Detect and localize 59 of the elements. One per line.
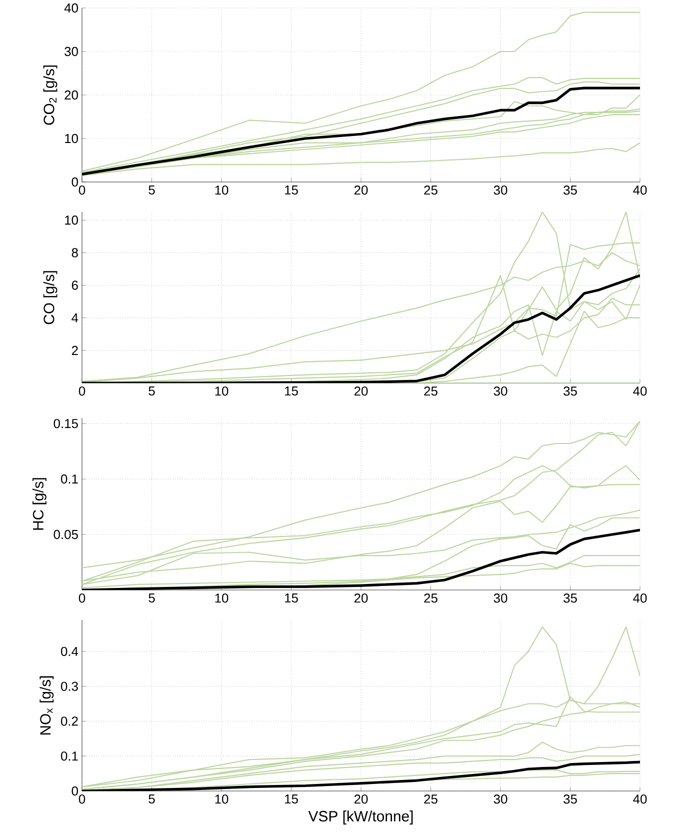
x-tick-label: 35 — [564, 594, 577, 603]
x-tick-label: 40 — [633, 594, 647, 603]
x-tick-label: 35 — [564, 386, 577, 396]
y-tick-label: 0.4 — [60, 646, 78, 656]
y-tick-label: 10 — [65, 134, 78, 144]
x-tick-label: 20 — [354, 594, 368, 603]
x-axis-title: VSP [kW/tonne] — [308, 810, 413, 824]
y-tick-label: 10 — [65, 216, 78, 225]
x-tick-label: 20 — [354, 794, 368, 804]
y-tick-label: 0.3 — [60, 682, 78, 691]
y-tick-label: 40 — [64, 3, 78, 13]
x-tick-label: 5 — [148, 794, 155, 804]
y-tick-label: 0.1 — [60, 474, 78, 484]
x-tick-label: 40 — [633, 186, 647, 195]
x-tick-label: 20 — [354, 186, 368, 195]
x-tick-label: 10 — [215, 794, 228, 804]
x-tick-label: 15 — [285, 186, 298, 195]
x-tick-label: 25 — [424, 386, 438, 396]
y-tick-label: 0.15 — [54, 418, 78, 428]
x-tick-label: 30 — [494, 386, 508, 396]
x-tick-label: 10 — [215, 186, 228, 195]
y-tick-label: 2 — [72, 346, 78, 355]
x-tick-label: 0 — [78, 794, 86, 804]
x-tick-label: 15 — [285, 594, 298, 603]
y-axis-title: CO$_{2}$ [g/s] — [43, 66, 58, 125]
x-tick-label: 35 — [564, 794, 577, 804]
x-tick-label: 40 — [633, 386, 647, 396]
y-tick-label: 6 — [72, 280, 78, 290]
y-tick-label: 0.05 — [54, 530, 78, 540]
x-tick-label: 0 — [78, 386, 86, 396]
y-axis-title: NO$_{x}$ [g/s] — [40, 676, 54, 735]
x-tick-label: 5 — [148, 186, 155, 195]
x-tick-label: 40 — [633, 794, 647, 804]
y-tick-label: 0 — [72, 177, 78, 187]
y-axis-title: HC [g/s] — [32, 478, 46, 530]
x-tick-label: 25 — [424, 594, 438, 603]
y-tick-label: 20 — [64, 90, 78, 100]
x-tick-label: 10 — [215, 386, 228, 396]
y-tick-label: 8 — [72, 248, 78, 258]
x-tick-label: 5 — [148, 386, 155, 396]
x-tick-label: 30 — [494, 794, 508, 804]
y-tick-label: 30 — [64, 46, 78, 56]
y-tick-label: 0.1 — [60, 752, 78, 761]
x-tick-label: 15 — [285, 386, 298, 396]
x-tick-label: 25 — [424, 794, 438, 804]
x-tick-label: 25 — [424, 186, 438, 195]
x-tick-label: 0 — [78, 594, 86, 603]
y-axis-title: CO [g/s] — [43, 271, 58, 324]
x-tick-label: 30 — [494, 594, 508, 603]
x-tick-label: 15 — [285, 794, 298, 804]
y-tick-label: 0 — [72, 786, 78, 796]
y-tick-label: 4 — [72, 313, 78, 322]
x-tick-label: 5 — [148, 594, 155, 603]
x-tick-label: 0 — [78, 186, 86, 195]
x-tick-label: 10 — [215, 594, 228, 603]
x-tick-label: 30 — [494, 186, 508, 195]
x-tick-label: 20 — [354, 386, 368, 396]
y-tick-label: 0.2 — [60, 716, 78, 726]
x-tick-label: 35 — [564, 186, 577, 195]
